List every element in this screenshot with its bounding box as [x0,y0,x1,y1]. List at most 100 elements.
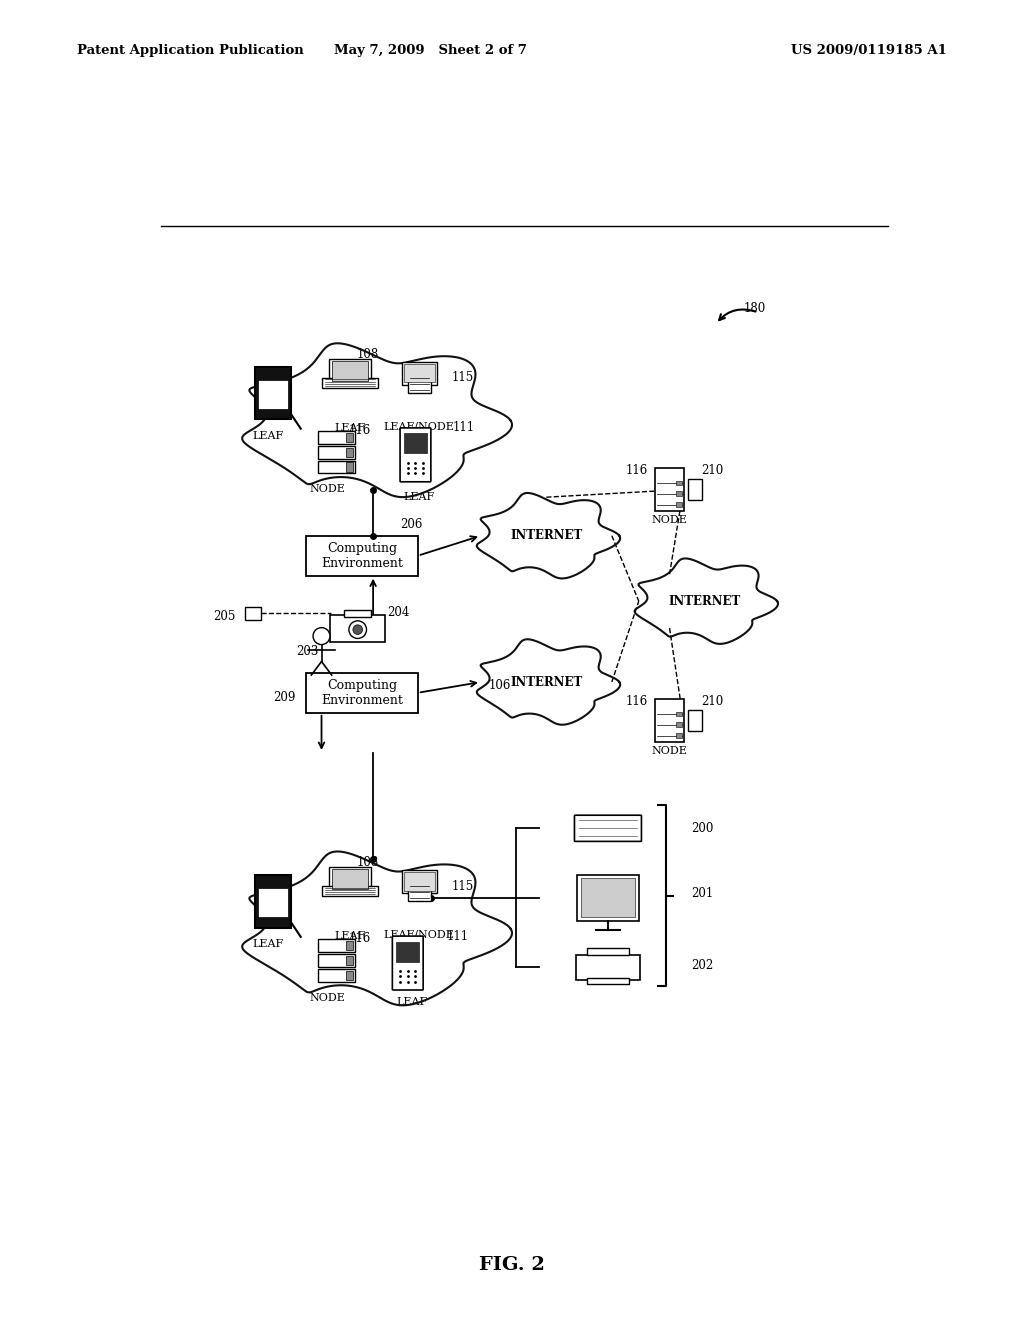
Text: 206: 206 [400,517,423,531]
FancyBboxPatch shape [574,816,641,841]
FancyBboxPatch shape [318,432,355,444]
Text: Patent Application Publication: Patent Application Publication [77,44,303,57]
Text: 209: 209 [273,690,296,704]
Polygon shape [477,492,621,578]
FancyBboxPatch shape [255,367,292,420]
Text: 205: 205 [213,610,236,623]
Polygon shape [635,558,778,644]
FancyBboxPatch shape [677,480,682,486]
FancyBboxPatch shape [318,969,355,982]
FancyBboxPatch shape [318,940,355,952]
Text: 210: 210 [700,694,723,708]
FancyBboxPatch shape [330,615,385,643]
FancyBboxPatch shape [258,888,288,917]
FancyBboxPatch shape [330,359,371,383]
Text: 116: 116 [349,932,371,945]
Text: 115: 115 [452,371,474,384]
FancyBboxPatch shape [318,461,355,474]
Text: INTERNET: INTERNET [510,529,583,543]
FancyBboxPatch shape [255,875,292,928]
FancyBboxPatch shape [688,710,701,730]
FancyBboxPatch shape [677,502,682,507]
Polygon shape [243,851,512,1006]
FancyBboxPatch shape [677,491,682,496]
FancyBboxPatch shape [677,733,682,738]
Text: 210: 210 [700,463,723,477]
FancyBboxPatch shape [245,607,261,620]
FancyBboxPatch shape [401,870,437,892]
FancyBboxPatch shape [396,941,419,961]
FancyBboxPatch shape [403,433,427,453]
Polygon shape [477,639,621,725]
FancyBboxPatch shape [655,700,684,742]
Text: 201: 201 [691,887,713,900]
FancyBboxPatch shape [655,469,684,511]
Text: 108: 108 [356,348,379,362]
FancyBboxPatch shape [577,954,640,979]
FancyBboxPatch shape [344,610,371,616]
Text: 116: 116 [626,463,648,477]
FancyBboxPatch shape [404,364,434,383]
FancyBboxPatch shape [318,446,355,458]
FancyBboxPatch shape [306,673,418,713]
Text: LEAF: LEAF [335,931,366,941]
Text: US 2009/0119185 A1: US 2009/0119185 A1 [792,44,947,57]
Text: 109: 109 [254,874,276,887]
Text: NODE: NODE [651,746,687,756]
Text: 202: 202 [691,958,713,972]
Text: FIG. 2: FIG. 2 [479,1255,545,1274]
Text: May 7, 2009   Sheet 2 of 7: May 7, 2009 Sheet 2 of 7 [334,44,526,57]
FancyBboxPatch shape [401,362,437,384]
FancyBboxPatch shape [408,374,430,393]
Text: 108: 108 [356,857,379,870]
FancyBboxPatch shape [408,882,430,902]
Circle shape [313,627,330,644]
Circle shape [353,624,362,635]
Text: 203: 203 [297,644,318,657]
Text: 109: 109 [254,366,276,379]
Text: NODE: NODE [651,515,687,525]
Polygon shape [243,343,512,498]
FancyBboxPatch shape [587,948,629,956]
Text: NODE: NODE [309,993,345,1003]
FancyBboxPatch shape [332,870,369,890]
FancyBboxPatch shape [688,479,701,499]
Text: 106: 106 [489,680,511,693]
Text: 204: 204 [387,606,410,619]
Text: 111: 111 [446,929,469,942]
Text: 180: 180 [743,302,765,315]
Text: INTERNET: INTERNET [510,676,583,689]
FancyBboxPatch shape [346,462,353,471]
FancyBboxPatch shape [306,536,418,576]
Text: NODE: NODE [309,484,345,495]
FancyBboxPatch shape [346,970,353,979]
FancyBboxPatch shape [332,362,369,381]
FancyBboxPatch shape [677,711,682,717]
Circle shape [349,620,367,639]
Text: 111: 111 [453,421,474,434]
Text: LEAF/NODE: LEAF/NODE [384,421,455,432]
FancyBboxPatch shape [400,428,431,482]
Text: 115: 115 [452,879,474,892]
Text: 116: 116 [626,694,648,708]
FancyBboxPatch shape [677,722,682,727]
FancyBboxPatch shape [346,956,353,965]
Text: LEAF: LEAF [403,492,435,502]
FancyBboxPatch shape [392,936,423,990]
FancyBboxPatch shape [581,878,635,917]
Text: Computing
Environment: Computing Environment [321,678,402,706]
Text: LEAF: LEAF [396,997,427,1007]
Text: LEAF: LEAF [252,430,284,441]
FancyBboxPatch shape [587,978,629,985]
FancyBboxPatch shape [578,875,639,921]
FancyBboxPatch shape [318,954,355,966]
Text: INTERNET: INTERNET [668,594,740,607]
FancyBboxPatch shape [330,867,371,891]
Text: LEAF: LEAF [252,939,284,949]
FancyBboxPatch shape [346,941,353,950]
Text: Computing
Environment: Computing Environment [321,541,402,570]
FancyBboxPatch shape [346,433,353,442]
Text: LEAF: LEAF [335,422,366,433]
FancyBboxPatch shape [404,873,434,891]
FancyBboxPatch shape [258,380,288,409]
